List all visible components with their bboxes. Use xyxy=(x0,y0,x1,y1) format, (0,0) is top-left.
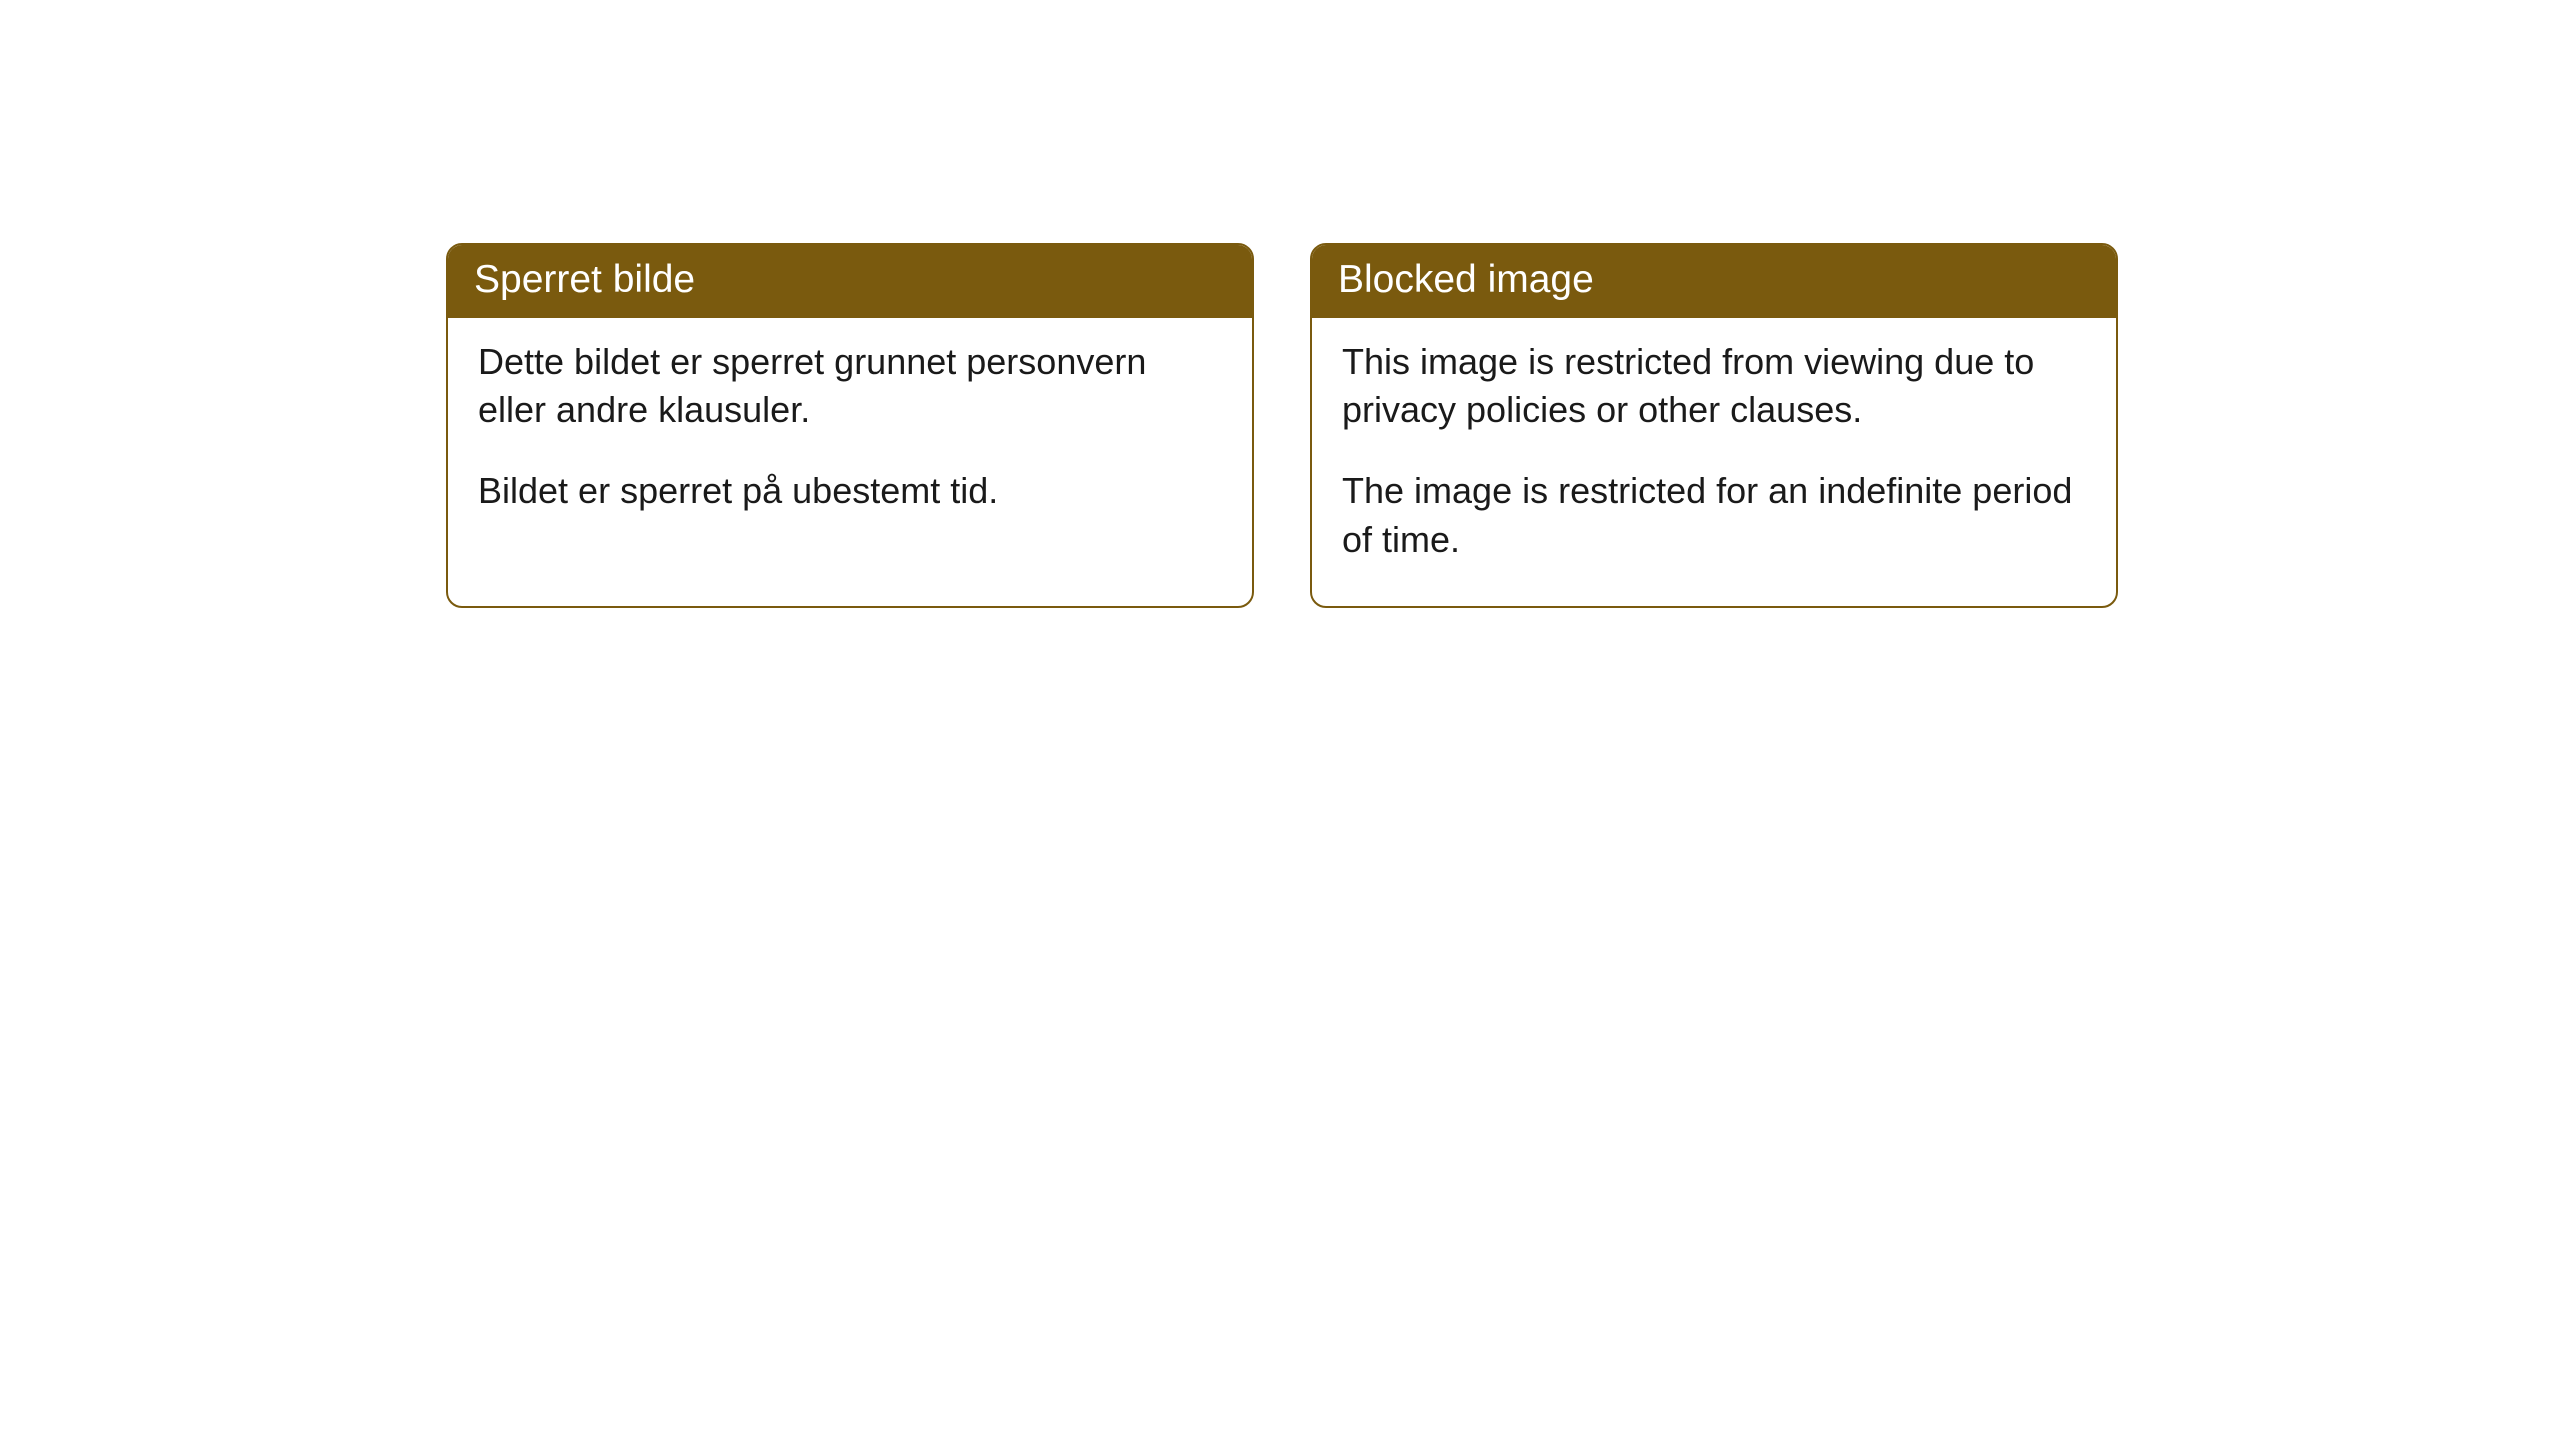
blocked-image-card-english: Blocked image This image is restricted f… xyxy=(1310,243,2118,608)
card-paragraph: The image is restricted for an indefinit… xyxy=(1342,467,2086,564)
card-title: Blocked image xyxy=(1312,245,2116,318)
notice-cards-container: Sperret bilde Dette bildet er sperret gr… xyxy=(446,243,2118,608)
blocked-image-card-norwegian: Sperret bilde Dette bildet er sperret gr… xyxy=(446,243,1254,608)
card-body: This image is restricted from viewing du… xyxy=(1312,318,2116,606)
card-paragraph: Bildet er sperret på ubestemt tid. xyxy=(478,467,1222,516)
card-body: Dette bildet er sperret grunnet personve… xyxy=(448,318,1252,558)
card-paragraph: Dette bildet er sperret grunnet personve… xyxy=(478,338,1222,435)
card-title: Sperret bilde xyxy=(448,245,1252,318)
card-paragraph: This image is restricted from viewing du… xyxy=(1342,338,2086,435)
